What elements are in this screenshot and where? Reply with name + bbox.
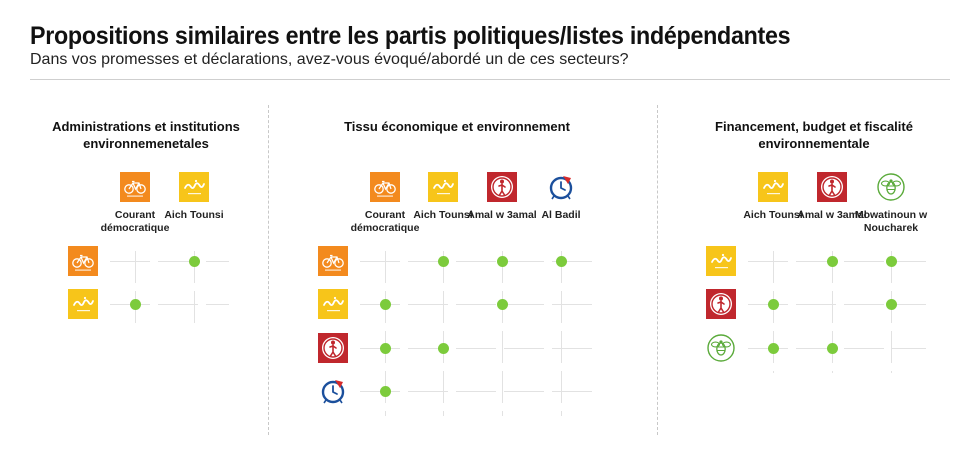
match-dot (826, 255, 838, 267)
al-badil-logo-icon (546, 172, 576, 202)
match-dot (379, 342, 391, 354)
column-label: Courant démocratique (100, 209, 170, 234)
bee-logo-icon (706, 333, 736, 363)
bicycle-logo-icon (370, 172, 400, 202)
bicycle-logo-icon (120, 172, 150, 202)
column-label: Mowatinoun w Noucharek (854, 209, 928, 234)
column-label: Aich Tounsi (164, 209, 224, 221)
amal-w-3amal-logo-icon (487, 172, 517, 202)
grid-col-line (443, 251, 444, 416)
panel-title: Administrations et institutions environn… (52, 119, 240, 151)
aich-tounsi-logo-icon (706, 246, 736, 276)
amal-w-3amal-logo-icon (817, 172, 847, 202)
bee-logo-icon (876, 172, 906, 202)
aich-tounsi-logo-icon (68, 289, 98, 319)
amal-w-3amal-logo-icon (706, 289, 736, 319)
column-label: Amal w 3amal (467, 209, 537, 221)
match-dot (437, 342, 449, 354)
grid-col-line (502, 251, 503, 416)
match-dot (767, 298, 779, 310)
match-dot (885, 298, 897, 310)
bicycle-logo-icon (68, 246, 98, 276)
match-dot (379, 385, 391, 397)
grid-col-line (194, 251, 195, 329)
panel-title: Tissu économique et environnement (344, 119, 570, 134)
match-dot (379, 298, 391, 310)
grid-row-line (110, 304, 229, 305)
page-title: Propositions similaires entre les partis… (30, 22, 791, 50)
panel-divider-2 (657, 105, 658, 435)
match-dot (188, 255, 200, 267)
column-label: Al Badil (541, 209, 581, 221)
panel-title: Financement, budget et fiscalité environ… (715, 119, 913, 151)
match-dot (885, 255, 897, 267)
grid-col-line (891, 251, 892, 373)
match-dot (129, 298, 141, 310)
aich-tounsi-logo-icon (179, 172, 209, 202)
match-dot (555, 255, 567, 267)
grid-row-line (360, 261, 596, 262)
aich-tounsi-logo-icon (428, 172, 458, 202)
page-subtitle: Dans vos promesses et déclarations, avez… (30, 51, 629, 68)
bicycle-logo-icon (318, 246, 348, 276)
match-dot (496, 255, 508, 267)
match-dot (767, 342, 779, 354)
grid-col-line (773, 251, 774, 373)
grid-col-line (385, 251, 386, 416)
column-label: Amal w 3amal (797, 209, 867, 221)
al-badil-logo-icon (318, 376, 348, 406)
match-dot (826, 342, 838, 354)
grid-col-line (832, 251, 833, 373)
panel-divider-1 (268, 105, 269, 435)
grid-col-line (135, 251, 136, 329)
column-label: Aich Tounsi (413, 209, 473, 221)
amal-w-3amal-logo-icon (318, 333, 348, 363)
grid-row-line (360, 348, 596, 349)
aich-tounsi-logo-icon (318, 289, 348, 319)
grid-row-line (110, 261, 229, 262)
grid-row-line (360, 304, 596, 305)
column-label: Courant démocratique (350, 209, 420, 234)
grid-row-line (748, 304, 926, 305)
header-divider (30, 79, 950, 80)
aich-tounsi-logo-icon (758, 172, 788, 202)
column-label: Aich Tounsi (743, 209, 803, 221)
match-dot (437, 255, 449, 267)
match-dot (496, 298, 508, 310)
grid-row-line (360, 391, 596, 392)
grid-col-line (561, 251, 562, 416)
